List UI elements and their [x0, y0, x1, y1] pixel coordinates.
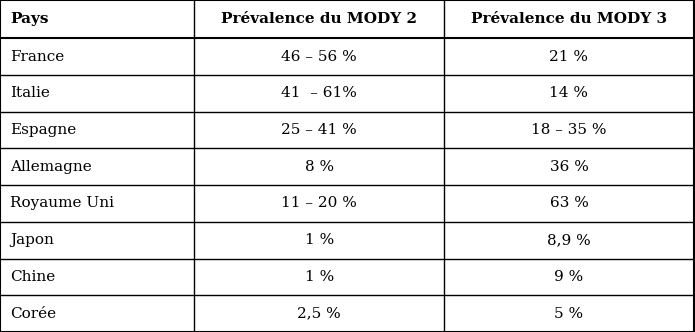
Text: Corée: Corée [10, 307, 56, 321]
Text: Royaume Uni: Royaume Uni [10, 197, 115, 210]
Text: 11 – 20 %: 11 – 20 % [281, 197, 357, 210]
Text: 1 %: 1 % [304, 270, 334, 284]
Text: 14 %: 14 % [550, 86, 589, 100]
Text: 21 %: 21 % [550, 49, 589, 63]
Text: Pays: Pays [10, 12, 49, 26]
Text: 9 %: 9 % [555, 270, 584, 284]
Text: 1 %: 1 % [304, 233, 334, 247]
Text: Prévalence du MODY 2: Prévalence du MODY 2 [221, 12, 417, 26]
Text: France: France [10, 49, 65, 63]
Text: 41  – 61%: 41 – 61% [281, 86, 357, 100]
Text: Allemagne: Allemagne [10, 160, 92, 174]
Text: Chine: Chine [10, 270, 56, 284]
Text: 5 %: 5 % [555, 307, 584, 321]
Text: 18 – 35 %: 18 – 35 % [531, 123, 607, 137]
Text: 63 %: 63 % [550, 197, 589, 210]
Text: 8 %: 8 % [304, 160, 334, 174]
Text: 8,9 %: 8,9 % [547, 233, 591, 247]
Text: 46 – 56 %: 46 – 56 % [281, 49, 357, 63]
Text: 36 %: 36 % [550, 160, 589, 174]
Text: Japon: Japon [10, 233, 54, 247]
Text: Espagne: Espagne [10, 123, 76, 137]
Text: Italie: Italie [10, 86, 50, 100]
Text: 25 – 41 %: 25 – 41 % [281, 123, 357, 137]
Text: 2,5 %: 2,5 % [297, 307, 341, 321]
Text: Prévalence du MODY 3: Prévalence du MODY 3 [471, 12, 667, 26]
